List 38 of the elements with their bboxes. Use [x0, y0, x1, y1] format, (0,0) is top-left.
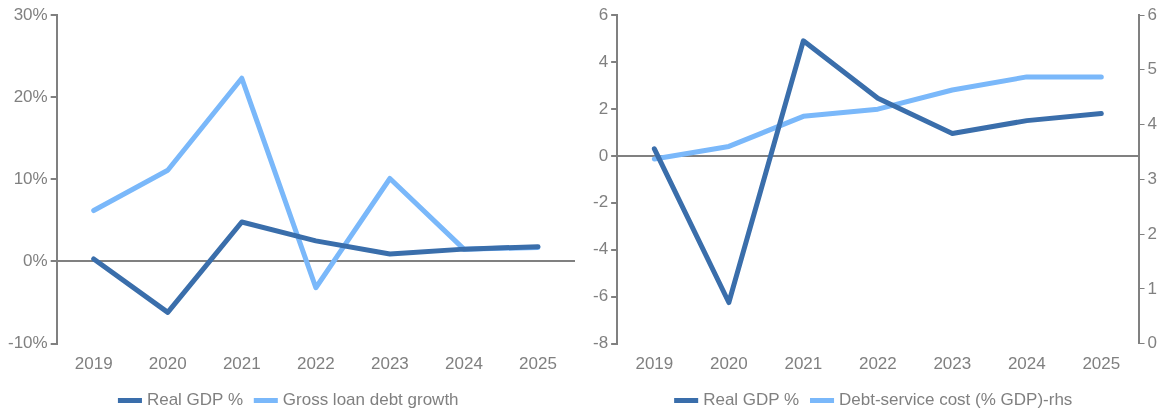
y-tick-label: -10%	[8, 333, 48, 353]
x-tick-label: 2023	[370, 354, 409, 374]
x-tick-label: 2020	[148, 354, 187, 374]
x-tick-label: 2019	[635, 354, 674, 374]
y-tick-label: 10%	[13, 168, 48, 188]
y-tick-label: 0	[598, 145, 609, 165]
y-tick-label: 30%	[13, 4, 48, 24]
x-tick-label: 2021	[784, 354, 823, 374]
x-tick-label: 2022	[296, 354, 335, 374]
x-tick-label: 2025	[519, 354, 557, 374]
y-tick-label: 0%	[23, 251, 48, 271]
y-tick-label: 4	[598, 51, 609, 71]
x-tick-label: 2024	[1007, 354, 1046, 374]
y-tick-label: 2	[598, 98, 609, 118]
x-tick-label: 2023	[933, 354, 972, 374]
x-tick-label: 2019	[74, 354, 113, 374]
y2-tick-label: 1	[1147, 278, 1158, 298]
x-tick-label: 2021	[222, 354, 261, 374]
y2-tick-label: 2	[1147, 223, 1158, 243]
x-tick-label: 2024	[445, 354, 483, 374]
y2-tick-label: 4	[1147, 114, 1158, 134]
y2-tick-label: 3	[1147, 168, 1158, 188]
y-tick-label: -2	[592, 192, 609, 212]
x-tick-label: 2022	[858, 354, 897, 374]
y2-tick-label: 5	[1147, 59, 1158, 79]
x-tick-label: 2020	[709, 354, 748, 374]
y2-tick-label: 0	[1147, 333, 1158, 353]
x-tick-label: 2025	[1082, 354, 1121, 374]
legend-label: Real GDP %	[703, 390, 800, 410]
y-tick-label: -6	[592, 286, 609, 306]
y-tick-label: -4	[592, 239, 609, 259]
legend-label: Real GDP %	[146, 390, 243, 410]
y-tick-label: 20%	[13, 86, 48, 106]
y-tick-label: 6	[598, 4, 609, 24]
y2-tick-label: 6	[1147, 4, 1158, 24]
legend-label: Debt-service cost (% GDP)-rhs	[839, 390, 1073, 410]
legend-label: Gross loan debt growth	[282, 390, 459, 410]
y-tick-label: -8	[592, 333, 609, 353]
